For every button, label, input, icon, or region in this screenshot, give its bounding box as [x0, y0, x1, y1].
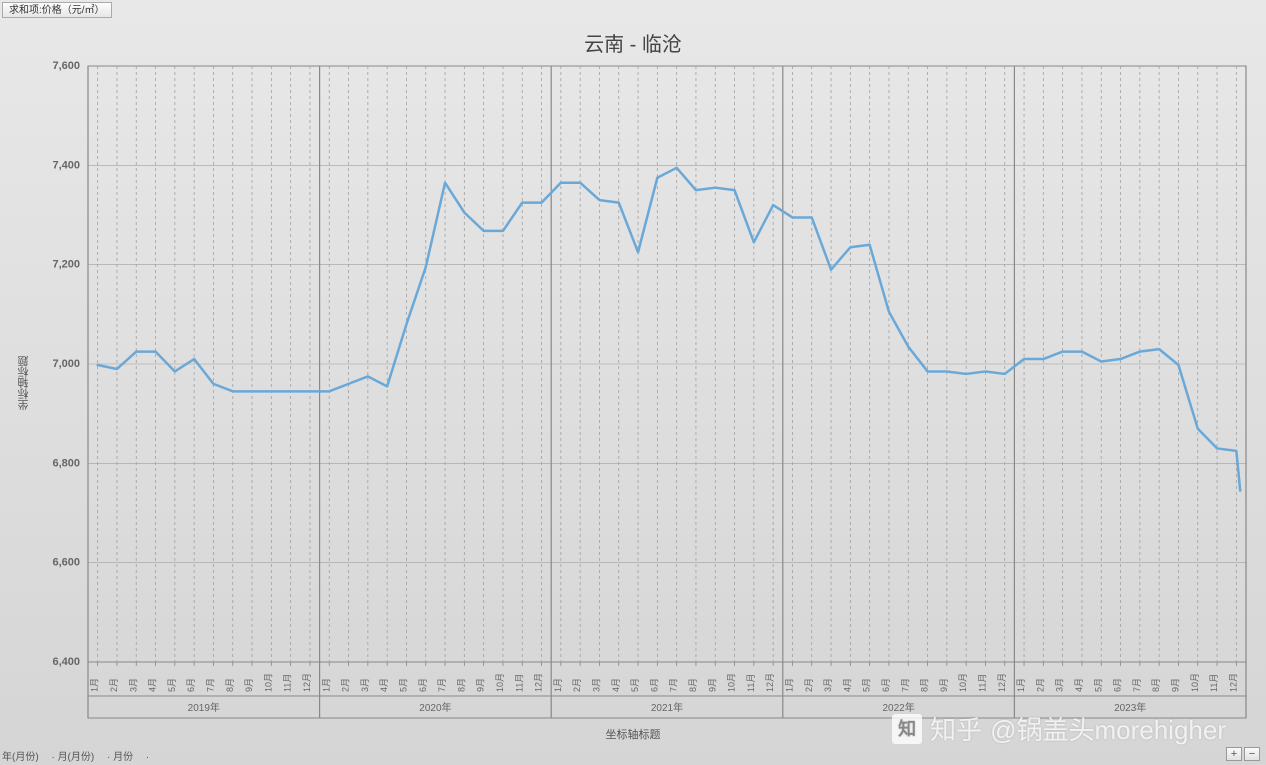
metric-header: 求和项:价格（元/㎡） — [2, 2, 112, 18]
svg-text:7月: 7月 — [205, 678, 215, 692]
svg-text:12月: 12月 — [534, 673, 544, 692]
svg-text:9月: 9月 — [1170, 678, 1180, 692]
svg-text:9月: 9月 — [244, 678, 254, 692]
svg-text:11月: 11月 — [283, 674, 293, 692]
svg-text:4月: 4月 — [148, 678, 158, 692]
svg-text:5月: 5月 — [167, 678, 177, 692]
svg-text:6,600: 6,600 — [52, 557, 80, 569]
svg-text:3月: 3月 — [823, 678, 833, 692]
svg-text:2022年: 2022年 — [882, 701, 914, 714]
svg-text:2月: 2月 — [804, 678, 814, 692]
svg-text:6,800: 6,800 — [52, 457, 80, 469]
svg-text:2月: 2月 — [109, 678, 119, 692]
zoom-out-button[interactable]: − — [1244, 747, 1260, 761]
svg-text:9月: 9月 — [476, 678, 486, 692]
svg-text:4月: 4月 — [1074, 678, 1084, 692]
svg-text:1月: 1月 — [784, 678, 794, 692]
svg-text:4月: 4月 — [379, 678, 389, 692]
svg-text:8月: 8月 — [688, 678, 698, 692]
svg-text:11月: 11月 — [514, 674, 524, 692]
svg-text:2月: 2月 — [572, 678, 582, 692]
svg-text:9月: 9月 — [939, 678, 949, 692]
svg-text:12月: 12月 — [997, 673, 1007, 692]
zoom-in-button[interactable]: + — [1226, 747, 1242, 761]
footer-field: 月份 — [113, 752, 133, 763]
svg-text:7月: 7月 — [669, 678, 679, 692]
svg-text:10月: 10月 — [727, 673, 737, 692]
svg-text:5月: 5月 — [398, 678, 408, 692]
svg-text:2023年: 2023年 — [1114, 701, 1146, 714]
svg-text:4月: 4月 — [611, 678, 621, 692]
svg-text:8月: 8月 — [1151, 678, 1161, 692]
svg-text:7,000: 7,000 — [52, 358, 80, 370]
svg-text:10月: 10月 — [958, 673, 968, 692]
line-chart: 6,400 6,600 6,800 7,000 7,200 7,400 7,600 1月 2月 3… — [10, 22, 1256, 743]
svg-text:1月: 1月 — [553, 678, 563, 692]
svg-text:6月: 6月 — [881, 678, 891, 692]
svg-text:8月: 8月 — [456, 678, 466, 692]
svg-text:1月: 1月 — [90, 678, 100, 692]
svg-text:3月: 3月 — [360, 678, 370, 692]
svg-text:5月: 5月 — [862, 678, 872, 692]
svg-text:6月: 6月 — [649, 678, 659, 692]
svg-text:7月: 7月 — [900, 678, 910, 692]
svg-text:7月: 7月 — [1132, 678, 1142, 692]
svg-text:4月: 4月 — [842, 678, 852, 692]
svg-text:3月: 3月 — [128, 678, 138, 692]
svg-text:11月: 11月 — [1209, 674, 1219, 692]
zoom-controls: + − — [1226, 747, 1260, 761]
svg-text:1月: 1月 — [321, 678, 331, 692]
svg-text:7,200: 7,200 — [52, 259, 80, 271]
svg-text:5月: 5月 — [630, 678, 640, 692]
svg-text:1月: 1月 — [1016, 678, 1026, 692]
svg-text:10月: 10月 — [263, 673, 273, 692]
svg-text:7,400: 7,400 — [52, 159, 80, 171]
svg-text:12月: 12月 — [765, 673, 775, 692]
svg-text:12月: 12月 — [1228, 673, 1238, 692]
svg-text:11月: 11月 — [746, 674, 756, 692]
svg-text:3月: 3月 — [1055, 678, 1065, 692]
footer-field: 月(月份) — [58, 752, 95, 763]
svg-text:6月: 6月 — [1113, 678, 1123, 692]
svg-text:5月: 5月 — [1093, 678, 1103, 692]
svg-text:7,600: 7,600 — [52, 60, 80, 72]
svg-text:12月: 12月 — [302, 673, 312, 692]
footer-field: 年(月份) — [2, 752, 39, 763]
svg-text:2月: 2月 — [341, 678, 351, 692]
svg-text:8月: 8月 — [225, 678, 235, 692]
chart-container: 云南 - 临沧 坐标轴标题 坐标轴标题 6,4006,6006,8007,000… — [10, 22, 1256, 743]
svg-text:8月: 8月 — [920, 678, 930, 692]
svg-text:11月: 11月 — [977, 674, 987, 692]
svg-text:2020年: 2020年 — [419, 701, 451, 714]
svg-text:3月: 3月 — [591, 678, 601, 692]
svg-text:2021年: 2021年 — [651, 701, 683, 714]
footer-fields: 年(月份) · 月(月份) · 月份 · — [2, 748, 149, 763]
svg-text:2019年: 2019年 — [188, 701, 220, 714]
svg-text:9月: 9月 — [707, 678, 717, 692]
svg-text:2月: 2月 — [1035, 678, 1045, 692]
svg-text:7月: 7月 — [437, 678, 447, 692]
svg-text:6月: 6月 — [418, 678, 428, 692]
svg-text:10月: 10月 — [1190, 673, 1200, 692]
svg-text:6,400: 6,400 — [52, 656, 80, 668]
svg-text:10月: 10月 — [495, 673, 505, 692]
svg-text:6月: 6月 — [186, 678, 196, 692]
